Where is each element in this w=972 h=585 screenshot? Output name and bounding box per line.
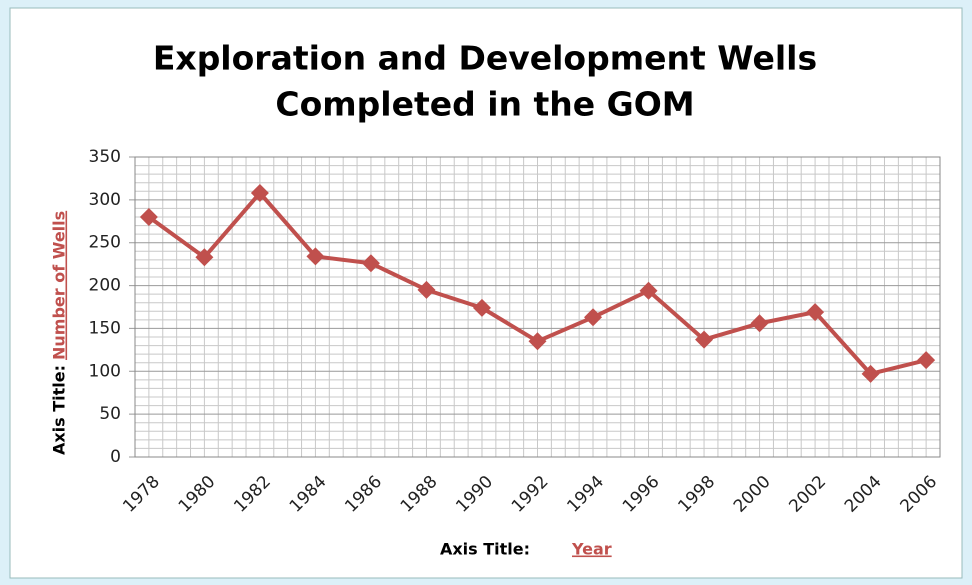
y-tick-label: 0: [110, 447, 121, 467]
x-axis-title-prefix: Axis Title:: [440, 540, 530, 559]
y-tick-label: 300: [89, 190, 121, 210]
y-tick-label: 200: [89, 276, 121, 296]
data-marker: [139, 208, 158, 226]
data-marker: [806, 303, 825, 322]
data-marker: [528, 332, 547, 351]
data-marker: [306, 247, 325, 266]
plot-frame: [134, 156, 941, 458]
y-tick-label: 350: [89, 147, 121, 167]
data-marker: [750, 314, 769, 333]
data-marker: [472, 298, 491, 317]
chart-title: Exploration and Development Wells: [153, 39, 817, 78]
data-marker: [917, 351, 936, 370]
chart-area: [9, 7, 963, 579]
data-marker: [417, 280, 436, 299]
data-marker: [584, 308, 603, 327]
y-axis-title-prefix: Axis Title:: [50, 365, 69, 455]
y-axis-title: Number of Wells: [50, 211, 69, 360]
y-tick-label: 100: [89, 361, 121, 381]
data-marker: [250, 184, 269, 202]
x-axis-title: Year: [571, 540, 612, 559]
y-tick-label: 150: [89, 318, 121, 338]
data-marker: [639, 281, 658, 300]
y-axis-title-group: Axis Title: Number of Wells: [50, 211, 69, 455]
data-marker: [361, 254, 380, 273]
data-marker: [861, 364, 880, 383]
chart-title: Completed in the GOM: [275, 85, 694, 124]
y-tick-label: 250: [89, 233, 121, 253]
data-marker: [695, 330, 714, 349]
data-marker: [195, 248, 214, 267]
y-tick-label: 50: [99, 404, 121, 424]
